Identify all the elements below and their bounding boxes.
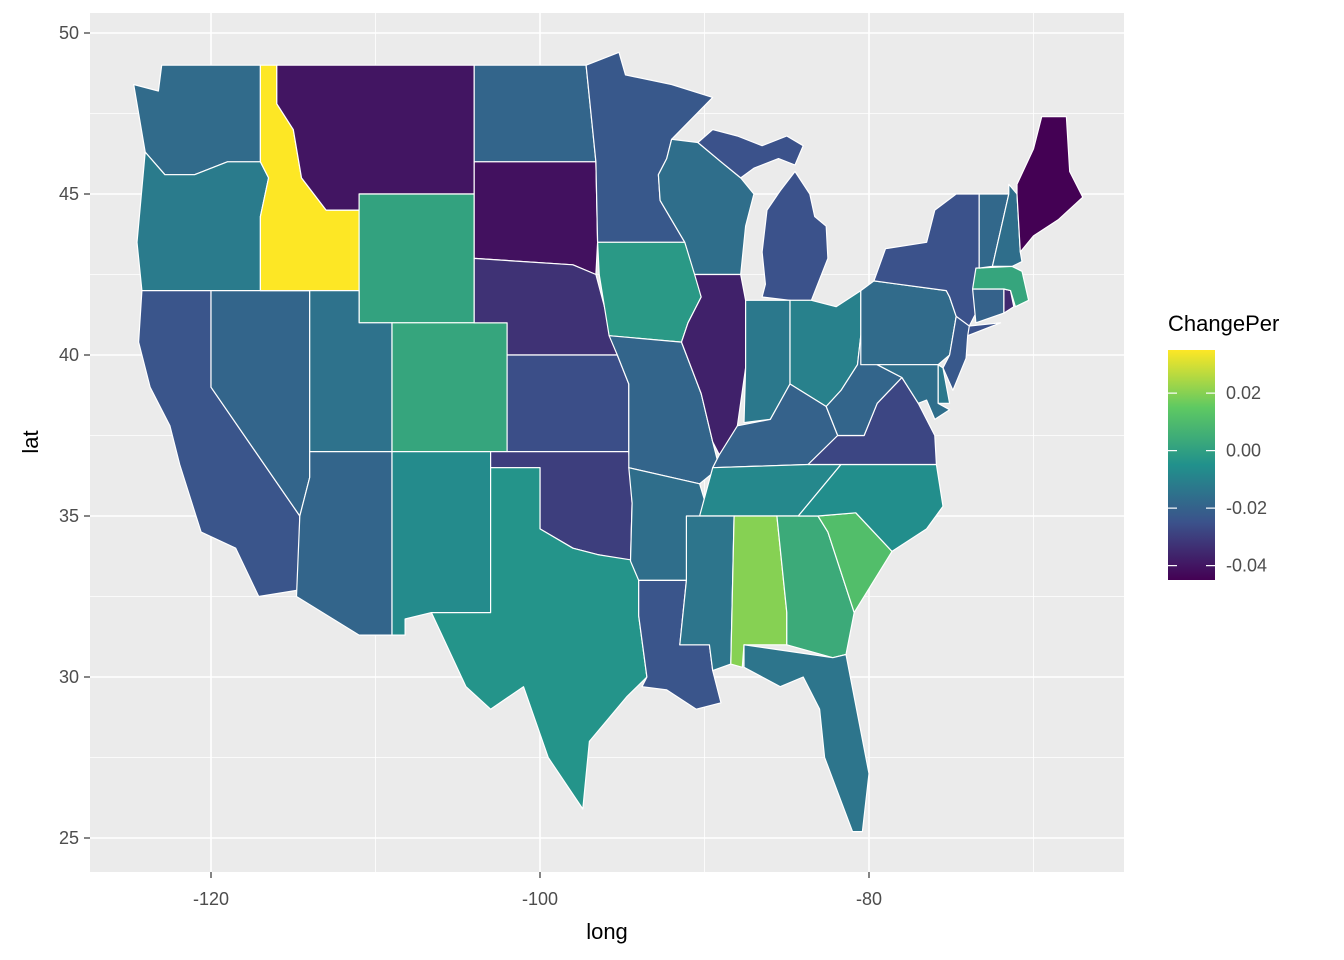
y-tick-label: 25 xyxy=(59,828,79,848)
y-tick-label: 35 xyxy=(59,506,79,526)
state-maine xyxy=(1016,116,1084,253)
legend-title: ChangePer xyxy=(1168,311,1279,336)
y-axis-title: lat xyxy=(18,430,43,453)
y-tick-label: 50 xyxy=(59,23,79,43)
x-tick-label: -80 xyxy=(856,889,882,909)
state-texas xyxy=(430,467,648,810)
legend-label: -0.02 xyxy=(1226,498,1267,518)
state-pennsylvania xyxy=(860,280,957,366)
x-axis: -120 -100 -80 xyxy=(193,872,882,909)
y-tick-label: 40 xyxy=(59,345,79,365)
state-wyoming xyxy=(358,193,475,324)
state-kansas xyxy=(506,354,630,453)
x-tick-label: -100 xyxy=(522,889,558,909)
state-massachusetts xyxy=(971,265,1030,308)
state-iowa xyxy=(596,241,702,343)
state-florida xyxy=(743,644,870,833)
state-south-dakota xyxy=(473,161,599,276)
state-michigan-up xyxy=(697,129,804,179)
legend-label: -0.04 xyxy=(1226,556,1267,576)
legend: ChangePer 0.02 0.00 -0.02 -0.04 xyxy=(1168,311,1279,580)
state-colorado xyxy=(391,322,508,453)
state-new-mexico xyxy=(391,451,492,636)
x-axis-title: long xyxy=(586,919,628,944)
y-tick-label: 30 xyxy=(59,667,79,687)
y-axis: 25 30 35 40 45 50 xyxy=(59,23,90,848)
state-polygons xyxy=(133,51,1084,833)
legend-label: 0.00 xyxy=(1226,441,1261,461)
state-maryland xyxy=(876,364,951,420)
y-tick-label: 45 xyxy=(59,184,79,204)
legend-colorbar xyxy=(1168,350,1215,580)
state-north-dakota xyxy=(473,64,597,163)
x-tick-label: -120 xyxy=(193,889,229,909)
state-alabama xyxy=(730,515,788,668)
legend-ticks: 0.02 0.00 -0.02 -0.04 xyxy=(1168,383,1267,576)
state-oregon xyxy=(136,151,270,292)
state-new-jersey xyxy=(942,315,970,391)
legend-label: 0.02 xyxy=(1226,383,1261,403)
